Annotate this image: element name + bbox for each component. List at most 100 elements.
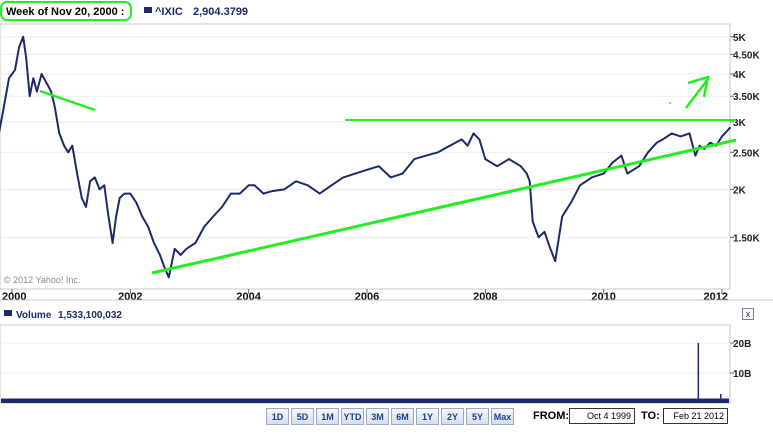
volume-y-axis: 10B 20B xyxy=(730,339,751,380)
price-point xyxy=(107,211,109,213)
price-point xyxy=(174,248,176,250)
price-point xyxy=(647,151,649,153)
range-button-5d[interactable]: 5D xyxy=(291,408,314,425)
close-volume-button[interactable]: x xyxy=(742,308,754,320)
price-point xyxy=(32,77,34,79)
volume-plot-area xyxy=(0,324,731,404)
price-point xyxy=(698,145,701,147)
price-point xyxy=(529,180,531,182)
price-grid xyxy=(0,36,730,238)
price-point xyxy=(449,145,451,147)
price-point xyxy=(8,77,10,79)
price-point xyxy=(401,173,404,175)
price-point xyxy=(230,193,232,195)
range-button-5y[interactable]: 5Y xyxy=(466,408,489,425)
range-button-max[interactable]: Max xyxy=(491,408,514,425)
volume-label: Volume xyxy=(16,310,52,321)
range-button-ytd[interactable]: YTD xyxy=(341,408,364,425)
price-point xyxy=(611,162,614,164)
range-button-2y[interactable]: 2Y xyxy=(441,408,464,425)
price-point xyxy=(538,236,540,238)
range-button-1d[interactable]: 1D xyxy=(266,408,289,425)
price-point xyxy=(89,180,91,182)
price-plot-area xyxy=(0,23,731,290)
symbol-value: 2,904.3799 xyxy=(193,6,248,18)
price-point xyxy=(185,248,188,250)
price-point xyxy=(262,193,265,195)
price-point xyxy=(295,180,297,182)
price-point xyxy=(680,135,682,137)
price-point xyxy=(239,193,241,195)
price-point xyxy=(543,231,546,233)
price-point xyxy=(123,193,125,195)
price-point xyxy=(22,36,24,38)
annotation-dot xyxy=(669,102,671,104)
price-point xyxy=(478,138,480,140)
range-button-1m[interactable]: 1M xyxy=(316,408,339,425)
price-point xyxy=(2,110,4,112)
price-point xyxy=(129,193,131,195)
price-point xyxy=(671,132,673,134)
volume-value: 1,533,100,032 xyxy=(58,310,122,321)
symbol-label: ^IXIC xyxy=(155,6,183,18)
price-point xyxy=(508,158,510,160)
price-point xyxy=(721,135,723,137)
annotation-breakout-arrow xyxy=(685,78,709,109)
price-point xyxy=(570,201,572,203)
price-y-tick-label: 1.50K xyxy=(733,233,760,244)
price-point xyxy=(526,173,528,175)
price-point xyxy=(330,184,333,186)
series-swatch xyxy=(144,7,152,13)
price-point xyxy=(437,151,439,153)
from-date-input[interactable]: Oct 4 1999 xyxy=(569,408,635,424)
price-point xyxy=(549,248,552,250)
price-point xyxy=(378,165,380,167)
volume-bars xyxy=(1,343,729,403)
price-point xyxy=(18,46,20,48)
price-point xyxy=(103,184,105,186)
price-point xyxy=(67,151,69,153)
range-button-3m[interactable]: 3M xyxy=(366,408,389,425)
volume-spike-bar xyxy=(720,394,722,403)
price-x-tick-label: 2012 xyxy=(704,291,728,303)
price-point xyxy=(99,188,101,190)
price-point xyxy=(709,142,711,144)
range-button-6m[interactable]: 6M xyxy=(391,408,414,425)
price-point xyxy=(212,215,214,218)
volume-grid xyxy=(0,342,730,374)
to-label: TO: xyxy=(641,410,660,422)
price-point xyxy=(656,142,658,144)
annotation-support-trendline xyxy=(151,138,737,275)
price-x-tick-label: 2004 xyxy=(236,291,261,303)
annotations xyxy=(39,75,737,275)
price-point xyxy=(194,242,196,244)
price-x-tick-label: 2006 xyxy=(355,291,379,303)
price-series xyxy=(0,35,732,279)
volume-spike-bar xyxy=(697,343,700,403)
price-y-tick-label: 4.50K xyxy=(733,50,760,61)
price-point xyxy=(85,206,87,208)
price-point xyxy=(54,105,56,107)
price-point xyxy=(221,206,223,208)
price-x-axis: 2000 2002 2004 2006 2008 2010 2012 xyxy=(2,289,728,303)
week-label: Week of Nov 20, 2000 : xyxy=(6,6,124,18)
to-date-input[interactable]: Feb 21 2012 xyxy=(663,408,728,424)
range-button-1y[interactable]: 1Y xyxy=(416,408,439,425)
from-label: FROM: xyxy=(533,410,570,422)
price-point xyxy=(425,155,427,157)
price-point xyxy=(662,138,664,140)
price-point xyxy=(461,138,463,140)
volume-swatch xyxy=(4,310,12,316)
price-point xyxy=(180,254,182,256)
time-range-selector: 1D 5D 1M YTD 3M 6M 1Y 2Y 5Y Max xyxy=(266,408,516,425)
price-point xyxy=(496,165,498,167)
volume-y-tick-label: 10B xyxy=(733,369,751,380)
price-y-tick-label: 5K xyxy=(733,33,747,44)
price-y-axis: 1.50K 2K 2.50K 3K 3.50K 4K 4.50K 5K xyxy=(730,33,760,244)
price-point xyxy=(532,220,534,223)
price-x-tick-label: 2000 xyxy=(2,291,26,303)
price-point xyxy=(94,176,96,178)
price-point xyxy=(342,176,344,178)
price-point xyxy=(319,193,321,195)
price-point xyxy=(71,145,73,147)
